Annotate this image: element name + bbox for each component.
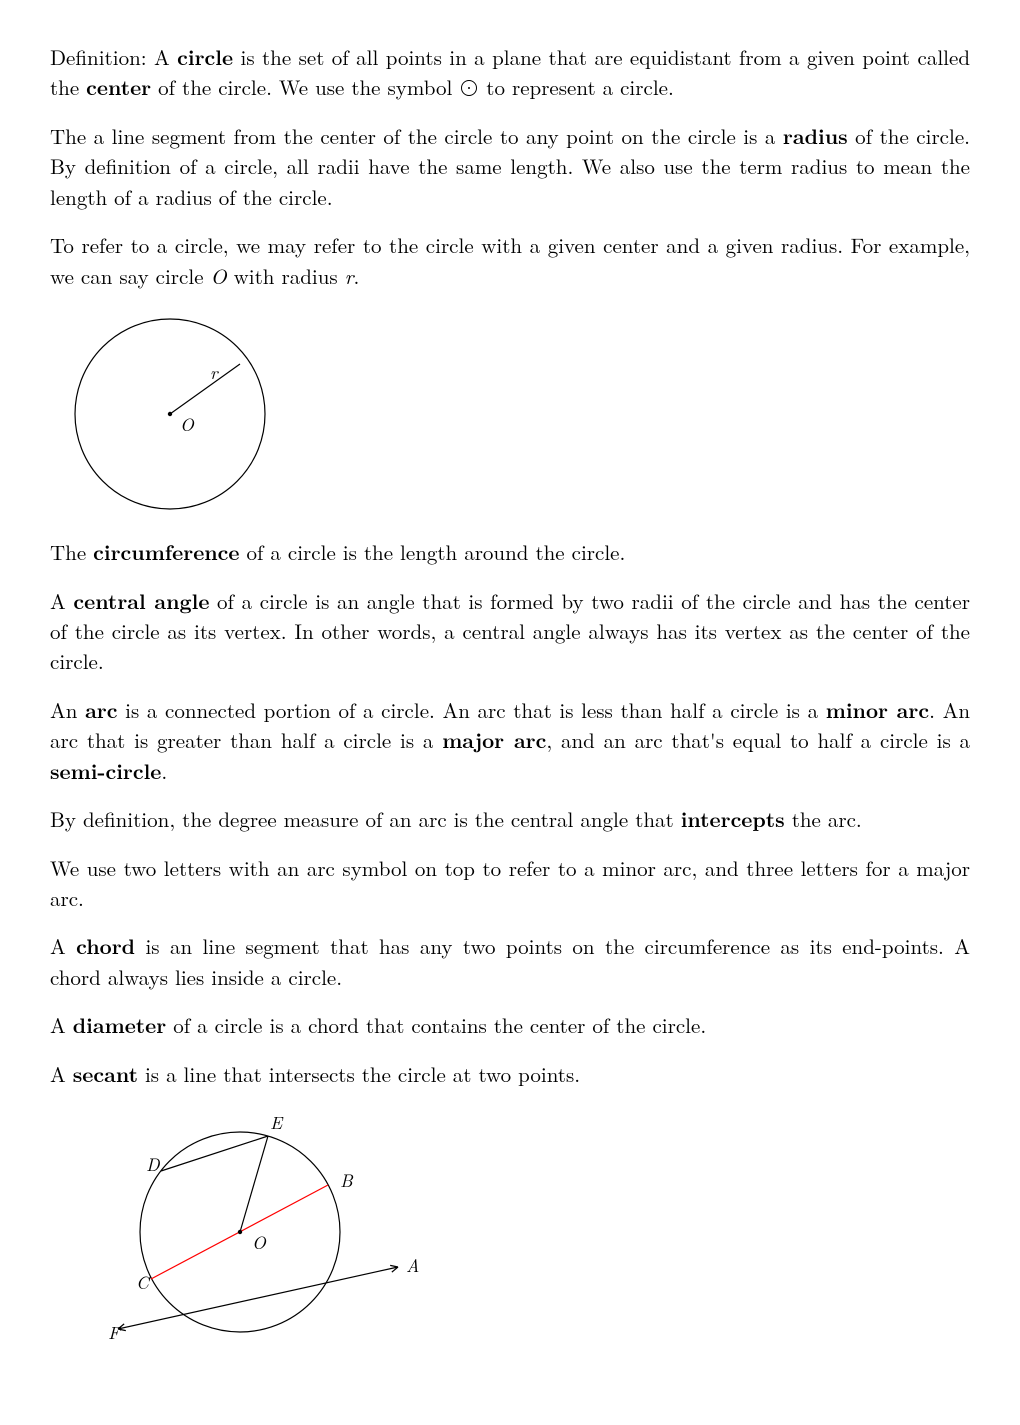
svg-text:B: B: [340, 1168, 354, 1193]
para-diameter: A diameter of a circle is a chord that c…: [50, 1010, 970, 1040]
term-semi-circle: semi-circle: [50, 756, 161, 786]
para-circle-ref: To refer to a circle, we may refer to th…: [50, 230, 970, 291]
text: , and an arc that's equal to half a circ…: [546, 725, 970, 755]
para-definition: Definition: A circle is the set of all p…: [50, 42, 970, 103]
text: is an line segment that has any two poin…: [50, 931, 970, 991]
text: to represent a circle.: [479, 72, 674, 102]
text: is a connected portion of a circle. An a…: [118, 695, 826, 725]
term-minor-arc: minor arc: [826, 695, 929, 725]
term-circle: circle: [177, 42, 233, 72]
text: An: [50, 695, 85, 725]
text: The a line segment from the center of th…: [50, 121, 783, 151]
svg-text:C: C: [136, 1270, 151, 1295]
term-center: center: [86, 72, 151, 102]
text: of a circle is a chord that contains the…: [166, 1010, 706, 1040]
text: with radius: [227, 261, 345, 291]
para-radius: The a line segment from the center of th…: [50, 121, 970, 212]
text: Definition: A: [50, 42, 177, 72]
text: A: [50, 931, 76, 961]
term-diameter: diameter: [73, 1010, 166, 1040]
term-radius: radius: [783, 121, 848, 151]
term-circumference: circumference: [93, 537, 239, 567]
para-circumference: The circumference of a circle is the len…: [50, 537, 970, 567]
term-major-arc: major arc: [442, 725, 546, 755]
text: We use two letters with an arc symbol on…: [50, 853, 970, 913]
figure-circle-radius-svg: Or: [50, 309, 290, 519]
text: .: [161, 756, 167, 786]
var-O: O: [211, 261, 227, 291]
svg-text:O: O: [180, 412, 195, 437]
svg-text:D: D: [146, 1152, 160, 1177]
text: .: [354, 261, 360, 291]
para-secant: A secant is a line that intersects the c…: [50, 1059, 970, 1089]
svg-text:r: r: [210, 360, 219, 385]
svg-text:O: O: [252, 1230, 267, 1255]
text: A: [50, 586, 73, 616]
term-chord: chord: [76, 931, 135, 961]
figure-circle-radius: Or: [50, 309, 970, 519]
para-intercepts: By definition, the degree measure of an …: [50, 804, 970, 834]
var-r: r: [345, 261, 354, 291]
text: of a circle is the length around the cir…: [239, 537, 625, 567]
figure-circle-parts-svg: O B C D E A F: [80, 1107, 440, 1367]
text: The: [50, 537, 93, 567]
text: A: [50, 1059, 73, 1089]
term-secant: secant: [73, 1059, 138, 1089]
para-central-angle: A central angle of a circle is an angle …: [50, 586, 970, 677]
text: of the circle. We use the symbol: [151, 72, 459, 102]
text: By definition, the degree measure of an …: [50, 804, 681, 834]
para-arc: An arc is a connected portion of a circl…: [50, 695, 970, 786]
term-intercepts: intercepts: [681, 804, 785, 834]
svg-text:A: A: [406, 1253, 419, 1278]
para-chord: A chord is an line segment that has any …: [50, 931, 970, 992]
term-arc: arc: [85, 695, 117, 725]
text: A: [50, 1010, 73, 1040]
svg-text:E: E: [270, 1110, 284, 1135]
text: is a line that intersects the circle at …: [138, 1059, 580, 1089]
figure-circle-parts: O B C D E A F: [80, 1107, 970, 1367]
text: To refer to a circle, we may refer to th…: [50, 230, 970, 290]
text: the arc.: [785, 804, 862, 834]
term-central-angle: central angle: [73, 586, 209, 616]
svg-text:F: F: [108, 1320, 122, 1345]
para-arc-notation: We use two letters with an arc symbol on…: [50, 853, 970, 914]
circle-symbol-icon: [459, 78, 479, 98]
